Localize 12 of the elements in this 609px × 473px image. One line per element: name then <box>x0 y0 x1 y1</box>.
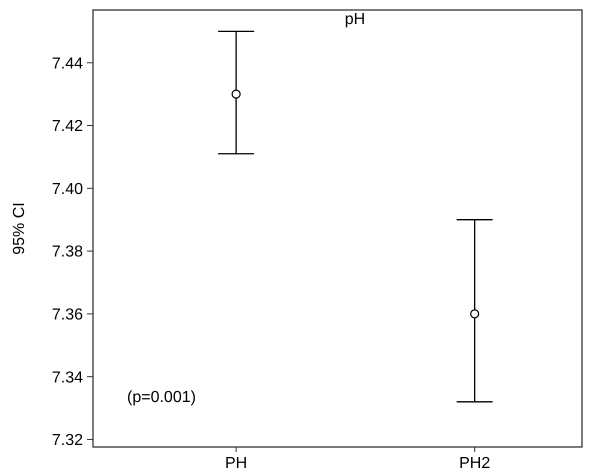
x-tick-label: PH2 <box>459 455 490 472</box>
y-tick-label: 7.42 <box>52 118 84 136</box>
y-tick-label: 7.38 <box>52 244 84 261</box>
y-tick-label: 7.40 <box>52 180 84 198</box>
chart-title: pH <box>344 11 366 28</box>
y-tick-label: 7.44 <box>52 55 84 72</box>
x-tick-label: PH <box>225 455 248 472</box>
y-tick-label: 7.32 <box>52 432 84 450</box>
y-tick-label: 7.34 <box>52 369 84 386</box>
y-axis-title: 95% CI <box>11 202 28 255</box>
y-tick-label: 7.36 <box>52 306 84 324</box>
annotation: (p=0.001) <box>127 389 196 406</box>
